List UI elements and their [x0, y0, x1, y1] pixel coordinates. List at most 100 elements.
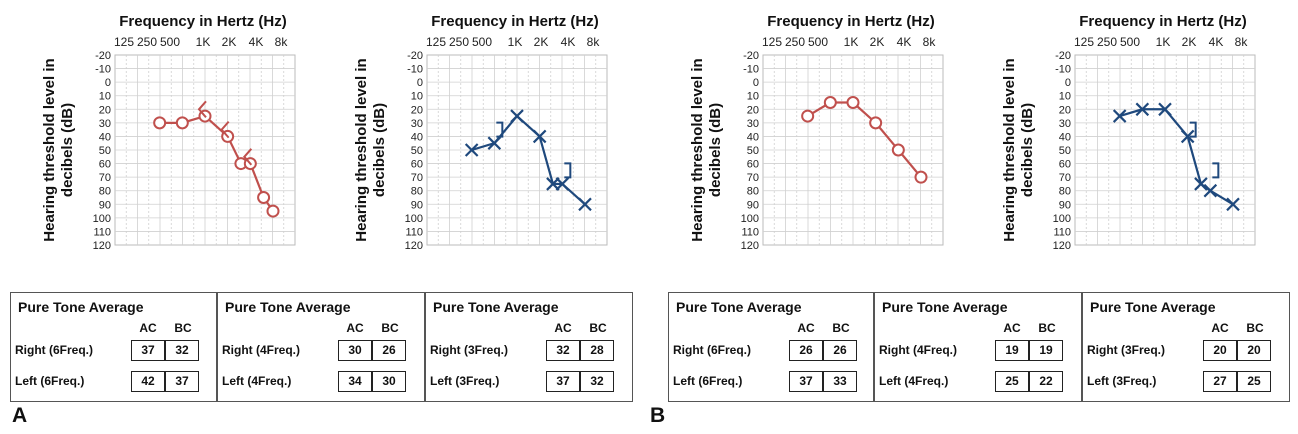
x-tick-label: 8k — [923, 35, 937, 49]
y-axis-label: Hearing threshold level indecibels (dB) — [1001, 58, 1036, 241]
y-tick-label: 90 — [747, 199, 759, 211]
y-tick-label: -20 — [407, 50, 423, 62]
ac-marker-circle — [801, 109, 815, 123]
ac-marker-x — [555, 177, 570, 191]
pta-row-label: Right (4Freq.) — [222, 343, 300, 357]
ac-marker-circle — [891, 143, 905, 157]
y-axis-label-line1: Hearing threshold level in — [353, 58, 370, 241]
x-tick-label: 125 — [114, 35, 134, 49]
chart-title: Frequency in Hertz (Hz) — [767, 13, 935, 30]
x-tick-label: 500 — [808, 35, 828, 49]
y-tick-label: 120 — [405, 240, 423, 252]
x-tick-label: 4K — [1209, 35, 1224, 49]
pta-value-bc: 37 — [165, 371, 199, 392]
bc-marker-bracket — [564, 162, 572, 179]
y-tick-label: 110 — [405, 226, 423, 238]
y-tick-label: 120 — [1053, 240, 1071, 252]
pta-title: Pure Tone Average — [1090, 299, 1216, 315]
pta-header-bc: BC — [1038, 321, 1056, 335]
pta-value-ac: 32 — [546, 340, 580, 361]
pta-value-bc: 25 — [1237, 371, 1271, 392]
x-tick-label: 8k — [1235, 35, 1249, 49]
x-tick-label: 250 — [1097, 35, 1117, 49]
x-tick-label: 1K — [844, 35, 859, 49]
pta-row-label: Left (4Freq.) — [222, 374, 292, 388]
y-tick-label: -20 — [743, 50, 759, 62]
y-tick-label: 20 — [1059, 104, 1071, 116]
y-tick-label: -20 — [1055, 50, 1071, 62]
x-tick-label: 1K — [1156, 35, 1171, 49]
y-tick-label: 40 — [411, 131, 423, 143]
y-tick-label: 50 — [99, 145, 111, 157]
pta-value-ac: 27 — [1203, 371, 1237, 392]
y-tick-label: 100 — [405, 213, 423, 225]
y-tick-label: 10 — [747, 91, 759, 103]
pta-row-label: Left (3Freq.) — [1087, 374, 1157, 388]
x-tick-label: 2K — [870, 35, 885, 49]
pta-value-ac: 26 — [789, 340, 823, 361]
pta-value-ac: 34 — [338, 371, 372, 392]
pta-header-ac: AC — [346, 321, 364, 335]
y-tick-label: 10 — [1059, 91, 1071, 103]
pta-table: Pure Tone Average AC BC Right (6Freq.) 37 32 L… — [10, 292, 217, 402]
y-tick-label: 0 — [1065, 77, 1071, 89]
y-tick-label: 0 — [753, 77, 759, 89]
audiogram-a-left: Frequency in Hertz (Hz)125 250 500 1K 2K 4K 8k… — [353, 13, 608, 252]
x-tick-label: 4K — [249, 35, 264, 49]
panel-label-a: A — [12, 404, 28, 427]
y-tick-label: 90 — [411, 199, 423, 211]
ac-marker-circle — [823, 96, 837, 109]
bc-marker-bracket — [496, 121, 504, 138]
y-axis-label-line1: Hearing threshold level in — [1001, 58, 1018, 241]
x-tick-label: 250 — [137, 35, 157, 49]
pta-header-ac: AC — [1211, 321, 1229, 335]
y-axis-label-line2: decibels (dB) — [59, 103, 76, 197]
x-tick-label: 250 — [785, 35, 805, 49]
pta-title: Pure Tone Average — [882, 299, 1008, 315]
pta-header-bc: BC — [832, 321, 850, 335]
y-tick-label: 80 — [99, 186, 111, 198]
pta-header-bc: BC — [1246, 321, 1264, 335]
audiogram-a-right: Frequency in Hertz (Hz)125 250 500 1K 2K 4K 8k… — [41, 13, 296, 252]
chart-title: Frequency in Hertz (Hz) — [431, 13, 599, 30]
y-tick-label: 60 — [747, 159, 759, 171]
y-tick-label: -10 — [95, 64, 111, 76]
pta-title: Pure Tone Average — [225, 299, 351, 315]
ac-marker-x — [1135, 102, 1150, 117]
pta-row-label: Left (6Freq.) — [15, 374, 85, 388]
ac-marker-x — [1112, 109, 1127, 123]
x-tick-label: 500 — [1120, 35, 1140, 49]
audiogram-charts: Frequency in Hertz (Hz)125 250 500 1K 2K 4K 8k… — [41, 13, 1256, 252]
pta-value-ac: 37 — [546, 371, 580, 392]
x-tick-label: 8k — [587, 35, 601, 49]
ac-marker-circle — [914, 170, 928, 184]
ac-marker-x — [1226, 197, 1240, 212]
y-tick-label: 100 — [741, 213, 759, 225]
pta-value-ac: 20 — [1203, 340, 1237, 361]
y-axis-label-line2: decibels (dB) — [371, 103, 388, 197]
ac-marker-x — [1158, 102, 1172, 117]
pta-value-ac: 37 — [131, 340, 165, 361]
y-tick-label: -10 — [407, 64, 423, 76]
ac-marker-x — [464, 143, 479, 157]
y-axis-label-line1: Hearing threshold level in — [41, 58, 58, 241]
y-tick-label: 10 — [99, 91, 111, 103]
y-axis-label: Hearing threshold level indecibels (dB) — [689, 58, 724, 241]
pta-value-bc: 22 — [1029, 371, 1063, 392]
y-tick-label: 20 — [747, 104, 759, 116]
y-tick-label: 40 — [99, 131, 111, 143]
x-tick-label: 2K — [222, 35, 237, 49]
ac-marker-circle — [266, 204, 280, 218]
pta-row-label: Left (4Freq.) — [879, 374, 949, 388]
y-tick-label: -10 — [1055, 64, 1071, 76]
pta-row-label: Left (6Freq.) — [673, 374, 743, 388]
y-tick-label: -20 — [95, 50, 111, 62]
chart-title: Frequency in Hertz (Hz) — [1079, 13, 1247, 30]
chart-title: Frequency in Hertz (Hz) — [119, 13, 287, 30]
y-tick-label: 50 — [1059, 145, 1071, 157]
pta-value-bc: 19 — [1029, 340, 1063, 361]
y-tick-label: 10 — [411, 91, 423, 103]
pta-value-bc: 20 — [1237, 340, 1271, 361]
pta-header-ac: AC — [797, 321, 815, 335]
ac-marker-circle — [175, 116, 189, 130]
